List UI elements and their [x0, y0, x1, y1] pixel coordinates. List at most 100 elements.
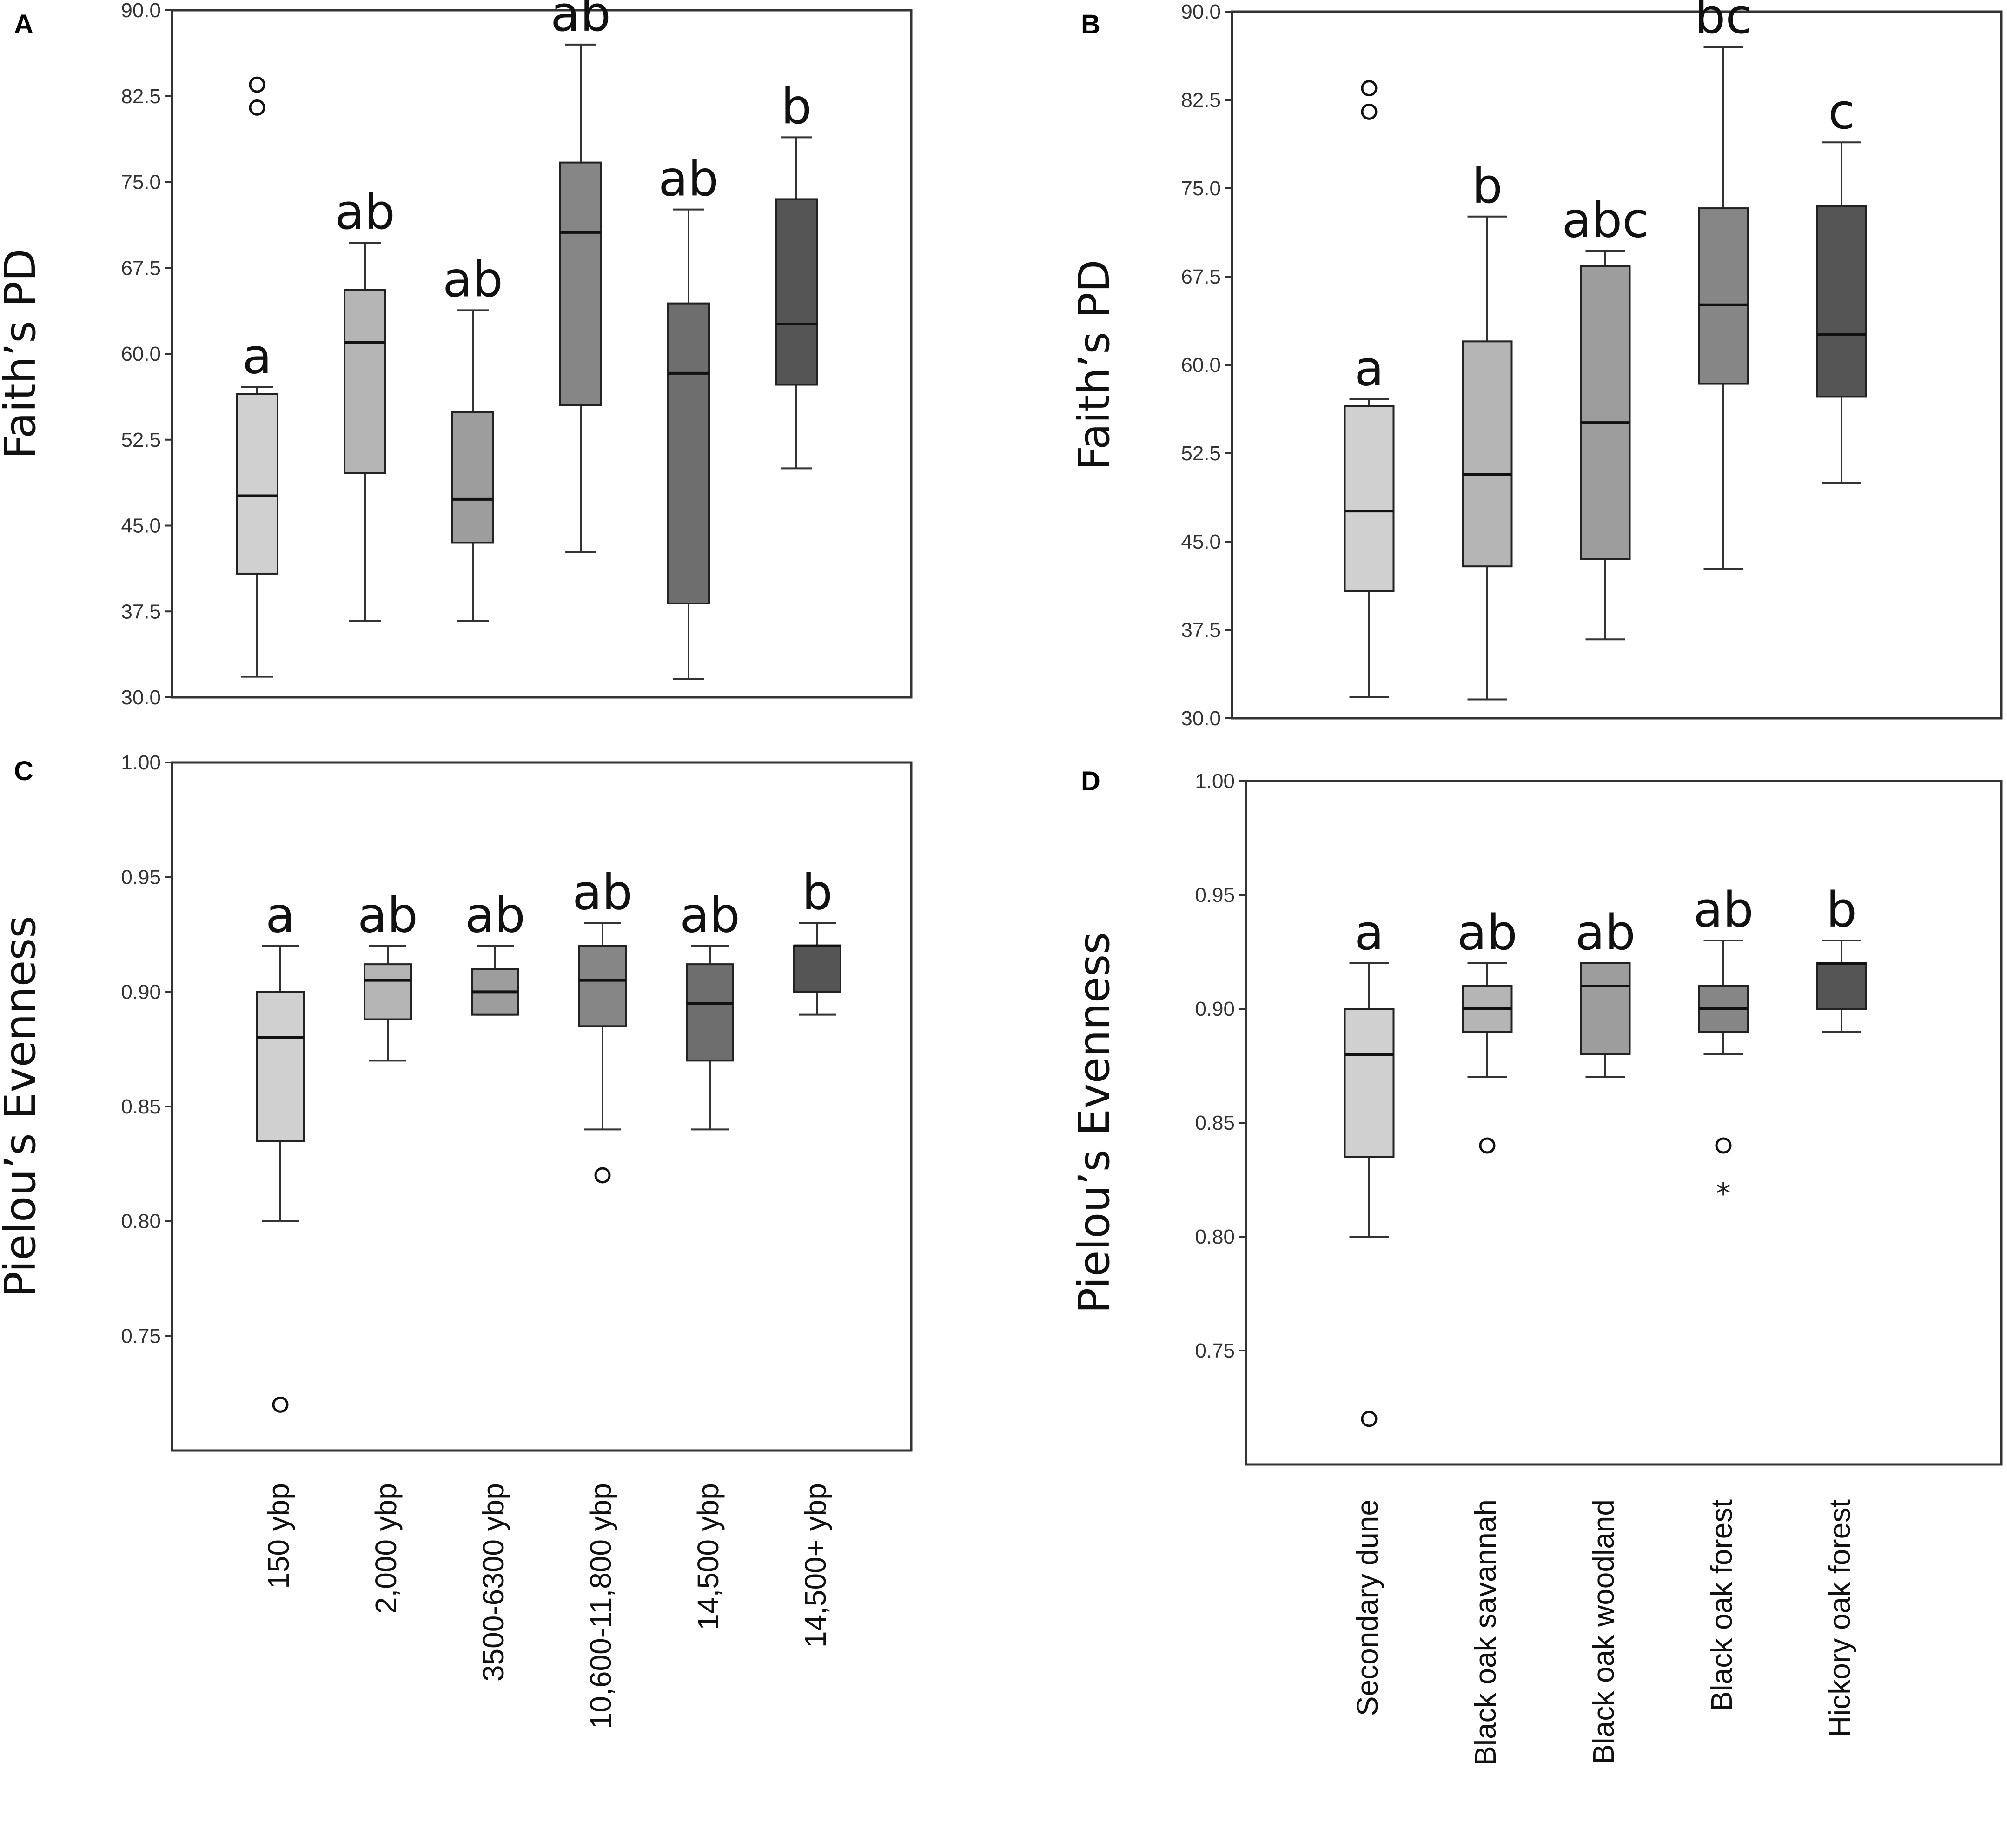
- x-category-label: 14,500 ybp: [691, 1483, 725, 1630]
- y-axis-label: Faith’s PD: [1069, 259, 1119, 470]
- box-1: a: [1344, 904, 1395, 1427]
- outlier-point: [249, 99, 265, 116]
- y-tick-label: 0.85: [121, 1095, 161, 1118]
- y-tick-label: 30.0: [1181, 707, 1221, 730]
- y-tick-label: 1.00: [1195, 770, 1235, 793]
- box-iqr: [578, 945, 627, 1027]
- significance-letter: b: [781, 78, 812, 135]
- panel-label: B: [1081, 9, 1100, 40]
- significance-letter: b: [1826, 881, 1857, 938]
- significance-letter: ab: [1693, 881, 1754, 938]
- box-iqr: [1816, 205, 1867, 398]
- y-tick-label: 90.0: [121, 0, 161, 22]
- box-iqr: [1344, 405, 1395, 592]
- x-category-label: 2,000 ybp: [369, 1483, 403, 1614]
- y-tick-label: 0.75: [121, 1325, 161, 1347]
- y-tick-label: 0.85: [1195, 1112, 1235, 1134]
- significance-letter: ab: [1457, 904, 1517, 961]
- panel-label: A: [14, 9, 33, 40]
- box-iqr: [1580, 962, 1631, 1055]
- box-iqr: [364, 963, 412, 1020]
- y-tick-label: 67.5: [121, 257, 161, 279]
- y-tick-label: 30.0: [121, 686, 161, 709]
- box-4: ab: [572, 864, 633, 1184]
- outlier-point: [594, 1167, 611, 1184]
- significance-letter: ab: [358, 887, 418, 944]
- significance-letter: ab: [572, 864, 633, 921]
- box-iqr: [256, 991, 305, 1142]
- significance-letter: b: [802, 864, 833, 921]
- box-2: ab: [1457, 904, 1517, 1154]
- x-category-label: Black oak savannah: [1469, 1499, 1502, 1766]
- y-tick-label: 60.0: [1181, 354, 1221, 377]
- y-tick-label: 0.80: [1195, 1225, 1235, 1248]
- x-category-label: 3500-6300 ybp: [477, 1483, 510, 1682]
- outlier-point: [1479, 1137, 1496, 1154]
- significance-letter: a: [1354, 904, 1384, 961]
- box-6: b: [793, 864, 841, 1016]
- box-iqr: [1462, 340, 1513, 568]
- box-1: a: [236, 76, 278, 678]
- y-tick-label: 75.0: [1181, 177, 1221, 200]
- significance-letter: ab: [465, 887, 525, 944]
- y-tick-label: 52.5: [121, 429, 161, 451]
- box-5: c: [1816, 83, 1867, 484]
- y-tick-label: 45.0: [121, 515, 161, 537]
- box-1: a: [1344, 80, 1395, 698]
- significance-letter: a: [1354, 340, 1384, 397]
- x-category-label: Hickory oak forest: [1823, 1499, 1856, 1737]
- significance-letter: a: [242, 328, 272, 384]
- panel-a: A 30.0 37.5 45.0 52.5 60.0 67.5 75.0 82.5 90.0 Fai…: [0, 0, 913, 709]
- extreme-point: *: [1716, 1177, 1731, 1212]
- significance-letter: b: [1472, 158, 1503, 214]
- x-category-label: 150 ybp: [262, 1483, 295, 1589]
- outlier-point: [1361, 103, 1378, 120]
- significance-letter: ab: [443, 251, 503, 308]
- y-axis-label: Faith’s PD: [0, 248, 45, 459]
- significance-letter: c: [1828, 83, 1855, 140]
- box-6: b: [775, 78, 818, 470]
- box-4: ab: [550, 0, 611, 553]
- y-axis-label: Pielou’s Evenness: [0, 916, 45, 1297]
- y-tick-label: 1.00: [121, 751, 161, 774]
- box-iqr: [667, 302, 710, 605]
- box-2: ab: [335, 184, 395, 622]
- significance-letter: abc: [1562, 192, 1649, 248]
- panel-label: D: [1081, 766, 1100, 796]
- x-category-label: Secondary dune: [1351, 1499, 1384, 1716]
- box-iqr: [451, 411, 494, 544]
- box-3: ab: [465, 887, 525, 1016]
- box-iqr: [344, 289, 386, 474]
- box-iqr: [775, 198, 818, 386]
- significance-letter: bc: [1695, 0, 1752, 45]
- box-1: a: [256, 887, 305, 1413]
- box-iqr: [1816, 962, 1867, 1010]
- y-tick-label: 0.95: [1195, 884, 1235, 907]
- y-tick-label: 52.5: [1181, 442, 1221, 465]
- y-tick-label: 37.5: [1181, 619, 1221, 642]
- box-iqr: [1344, 1008, 1395, 1158]
- outlier-point: [1361, 80, 1378, 97]
- box-iqr: [1580, 265, 1631, 560]
- outlier-point: [272, 1396, 289, 1413]
- y-tick-label: 0.90: [121, 980, 161, 1003]
- y-tick-label: 82.5: [121, 85, 161, 108]
- y-axis-label: Pielou’s Evenness: [1069, 932, 1119, 1313]
- significance-letter: ab: [1575, 904, 1636, 961]
- panel-d: D 0.75 0.80 0.85 0.90 0.95 1.00 Pielou’s Evenne…: [1069, 766, 2003, 1766]
- panel-label: C: [14, 756, 33, 786]
- box-3: ab: [1575, 904, 1636, 1078]
- x-category-label: 10,600-11,800 ybp: [584, 1483, 617, 1729]
- panel-c: C 0.75 0.80 0.85 0.90 0.95 1.00 Pielou’s Evenne…: [0, 751, 913, 1729]
- y-tick-label: 60.0: [121, 343, 161, 365]
- box-5: ab: [680, 887, 740, 1131]
- outlier-point: [249, 76, 265, 93]
- y-tick-label: 45.0: [1181, 530, 1221, 553]
- box-3: ab: [443, 251, 503, 622]
- x-category-label: Black oak woodland: [1587, 1499, 1620, 1764]
- y-tick-label: 90.0: [1181, 0, 1221, 23]
- outlier-point: [1715, 1137, 1732, 1154]
- box-iqr: [686, 963, 734, 1062]
- box-5: ab: [658, 151, 719, 680]
